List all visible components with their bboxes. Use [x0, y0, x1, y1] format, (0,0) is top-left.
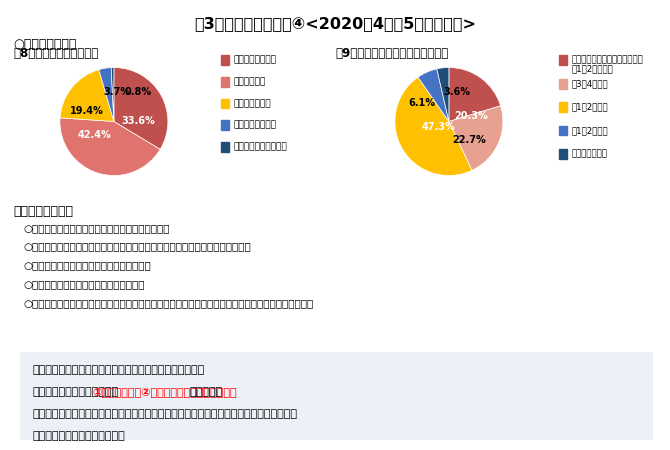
- Text: 19.4%: 19.4%: [70, 106, 104, 116]
- Wedge shape: [395, 77, 472, 176]
- Text: 制度化を望まない: 制度化を望まない: [233, 121, 276, 130]
- Wedge shape: [111, 68, 114, 122]
- Text: 週1～2回程度: 週1～2回程度: [572, 103, 608, 112]
- Wedge shape: [418, 69, 449, 122]
- Text: 月1～2回程度: 月1～2回程度: [572, 126, 608, 135]
- Text: 42.4%: 42.4%: [78, 130, 112, 140]
- Text: 22.7%: 22.7%: [452, 135, 486, 145]
- Wedge shape: [449, 68, 500, 122]
- Text: ○先輩や上司への報相連に手間取り、スピード感に若干欠けるため、リアル出社と同じ進め方は厳しい: ○先輩や上司への報相連に手間取り、スピード感に若干欠けるため、リアル出社と同じ進…: [23, 298, 314, 308]
- Text: 33.6%: 33.6%: [121, 117, 155, 126]
- Text: 制度化を全く望まない: 制度化を全く望まない: [233, 142, 287, 151]
- Wedge shape: [60, 70, 114, 122]
- Text: 別、部門別に相応しい勤務制度を定義し、その勤務制度を拡充する形でニューノーマルな: 別、部門別に相応しい勤務制度を定義し、その勤務制度を拡充する形でニューノーマルな: [33, 410, 297, 419]
- Text: 0.8%: 0.8%: [125, 87, 152, 97]
- Text: どちらでもない: どちらでもない: [233, 99, 271, 108]
- Text: 制度化を強く望む: 制度化を強く望む: [233, 56, 276, 65]
- Text: 20.3%: 20.3%: [455, 111, 488, 121]
- Text: から、等級: から、等級: [190, 387, 223, 397]
- Wedge shape: [98, 68, 114, 122]
- Text: 第3回アンケート結果④<2020年4月～5月緊急在宅>: 第3回アンケート結果④<2020年4月～5月緊急在宅>: [194, 16, 476, 31]
- Text: ○在宅勤務は業務に集中できる反面、孤独感もある: ○在宅勤務は業務に集中できる反面、孤独感もある: [23, 223, 170, 233]
- Wedge shape: [60, 118, 160, 176]
- Wedge shape: [449, 106, 503, 171]
- Text: （9）制度化した場合の在宅の頻度: （9）制度化した場合の在宅の頻度: [335, 47, 448, 60]
- FancyBboxPatch shape: [7, 351, 666, 442]
- Text: 自律的な働き方をベースに、: 自律的な働き方をベースに、: [33, 387, 119, 397]
- Text: （8）制度化への要望度合: （8）制度化への要望度合: [13, 47, 98, 60]
- Text: ⑽フリーコメント: ⑽フリーコメント: [13, 205, 74, 218]
- Text: ○確認したい内容: ○確認したい内容: [13, 38, 77, 51]
- Wedge shape: [437, 68, 449, 122]
- Text: 47.3%: 47.3%: [421, 122, 455, 132]
- Text: 働き方を実現することとした。: 働き方を実現することとした。: [33, 431, 125, 441]
- Text: 利用頻度を制限しない（出社は: 利用頻度を制限しない（出社は: [572, 56, 643, 65]
- Text: 6.1%: 6.1%: [409, 98, 436, 108]
- Wedge shape: [114, 68, 168, 149]
- Text: ○通勤の時間を有効活用できる事が大きい: ○通勤の時間を有効活用できる事が大きい: [23, 279, 145, 289]
- Text: ○家族がいると、そちらの対応もせざるを得ず、在宅での両立は難しい面もある: ○家族がいると、そちらの対応もせざるを得ず、在宅での両立は難しい面もある: [23, 242, 251, 252]
- Text: ○業務に必要な書類が見れない事がストレス: ○業務に必要な書類が見れない事がストレス: [23, 261, 151, 270]
- Text: 3.6%: 3.6%: [444, 87, 470, 97]
- Text: 制度化を望む: 制度化を望む: [233, 77, 265, 86]
- Text: ①本人の能力、②与えられる業務の双方の視点: ①本人の能力、②与えられる業務の双方の視点: [93, 387, 237, 398]
- Text: 週3～4回程度: 週3～4回程度: [572, 79, 608, 88]
- Text: アンケート結果や「働きがい推進委員会」での議論を経て: アンケート結果や「働きがい推進委員会」での議論を経て: [33, 365, 205, 375]
- Text: 月1～2回程度）: 月1～2回程度）: [572, 64, 613, 73]
- Text: 3.7%: 3.7%: [103, 87, 130, 97]
- Text: 原則利用しない: 原則利用しない: [572, 149, 608, 158]
